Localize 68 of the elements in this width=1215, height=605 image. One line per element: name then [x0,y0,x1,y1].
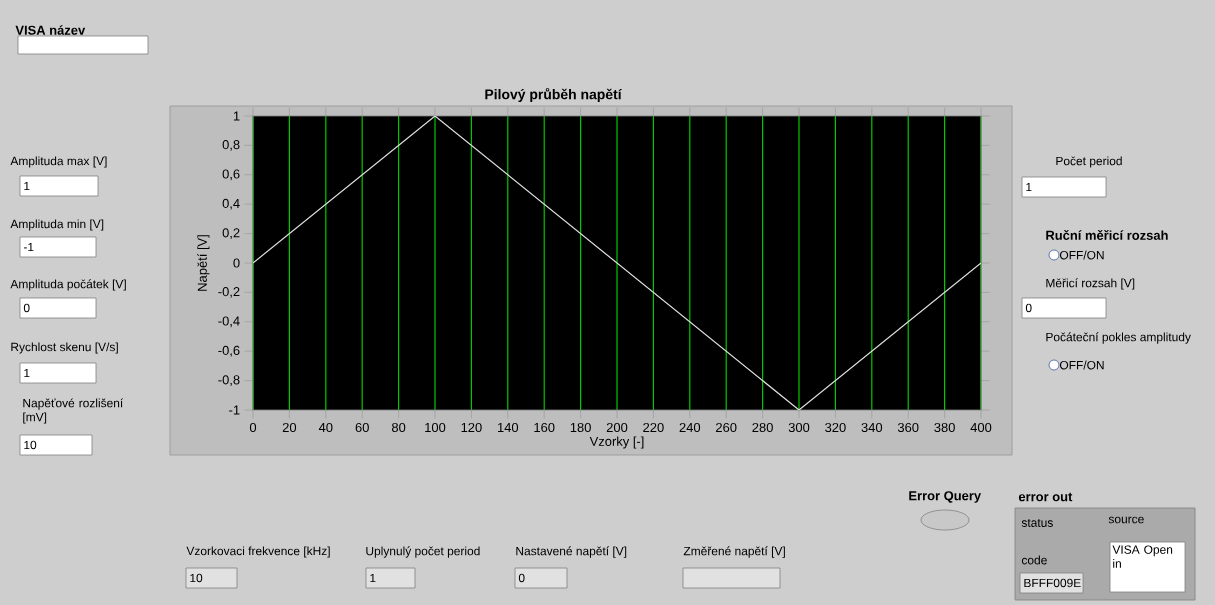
x-tick-label: 260 [716,422,737,433]
text: code [1021,555,1047,565]
text: error out [1018,492,1073,502]
text: Amplituda počátek [V] [10,279,126,291]
x-tick-label: 280 [752,422,773,433]
x-tick-label: 180 [570,422,591,433]
text: source [1108,516,1144,524]
x-tick-label: 60 [355,422,369,433]
text: 1 [24,181,30,191]
text: Ruční měřicí rozsah [1046,230,1168,240]
text: 1 [370,573,376,583]
x-tick-label: 340 [861,422,883,433]
y-tick-label: 0,4 [222,198,240,210]
y-tick-label: -0,4 [218,316,240,328]
text: Vzorkovaci frekvence [kHz] [186,546,330,558]
x-tick-label: 220 [643,422,664,433]
text: status [1021,519,1053,527]
y-tick-label: -1 [229,405,240,415]
text: Rychlost skenu [V/s] [11,342,118,354]
text: 1 [24,368,30,378]
x-tick-label: 380 [934,422,955,433]
chart-title: Pilový průběh napětí [485,87,622,103]
text: OFF/ON [1059,360,1104,370]
text: Amplituda max [V] [10,156,107,168]
text: 0 [1025,303,1032,313]
text: Změřené napětí [V] [683,546,785,558]
x-tick-label: 80 [391,422,406,433]
y-tick-label: -0,8 [218,375,240,386]
text: 10 [24,440,37,450]
y-tick-label: 0,2 [222,228,240,239]
x-tick-label: 300 [788,422,810,433]
text: BFFF009E [1024,578,1081,588]
text: Napěťové rozlišení [mV] [23,398,124,424]
text: 1 [1026,182,1032,192]
x-tick-label: 140 [498,422,519,433]
text: VISA Open in [1112,545,1173,568]
text: -1 [23,242,34,252]
x-tick-label: 160 [534,422,555,433]
y-tick-label: 1 [233,111,240,121]
x-tick-label: 240 [679,422,701,433]
text: OFF/ON [1059,250,1104,260]
y-tick-label: 0,8 [222,140,240,151]
y-axis-title: Napětí [V] [197,235,210,291]
text: 0 [518,573,525,583]
text: Měřicí rozsah [V] [1046,278,1135,290]
x-tick-label: 40 [318,422,333,433]
x-tick-label: 120 [461,422,482,433]
x-tick-label: 0 [249,422,257,433]
text: Počet period [1056,156,1122,168]
x-tick-label: 360 [897,422,919,433]
text: 10 [190,573,203,583]
text: 0 [23,303,30,313]
text: Amplituda min [V] [10,219,104,231]
text: Nastavené napětí [V] [516,546,627,558]
x-tick-label: 320 [825,422,846,433]
x-tick-label: 200 [606,422,628,433]
y-tick-label: -0,6 [218,345,240,357]
y-tick-label: -0,2 [218,287,240,298]
text: VISA název [15,25,86,35]
x-axis-title: Vzorky [-] [589,436,644,449]
y-tick-label: 0 [233,258,240,268]
text: Uplynulý počet period [366,546,480,558]
x-tick-label: 100 [425,422,446,433]
y-tick-label: 0,6 [222,169,240,181]
text: Počáteční pokles amplitudy [1046,332,1191,344]
text: Error Query [909,491,982,503]
x-tick-label: 20 [282,422,297,433]
x-tick-label: 400 [970,422,992,433]
